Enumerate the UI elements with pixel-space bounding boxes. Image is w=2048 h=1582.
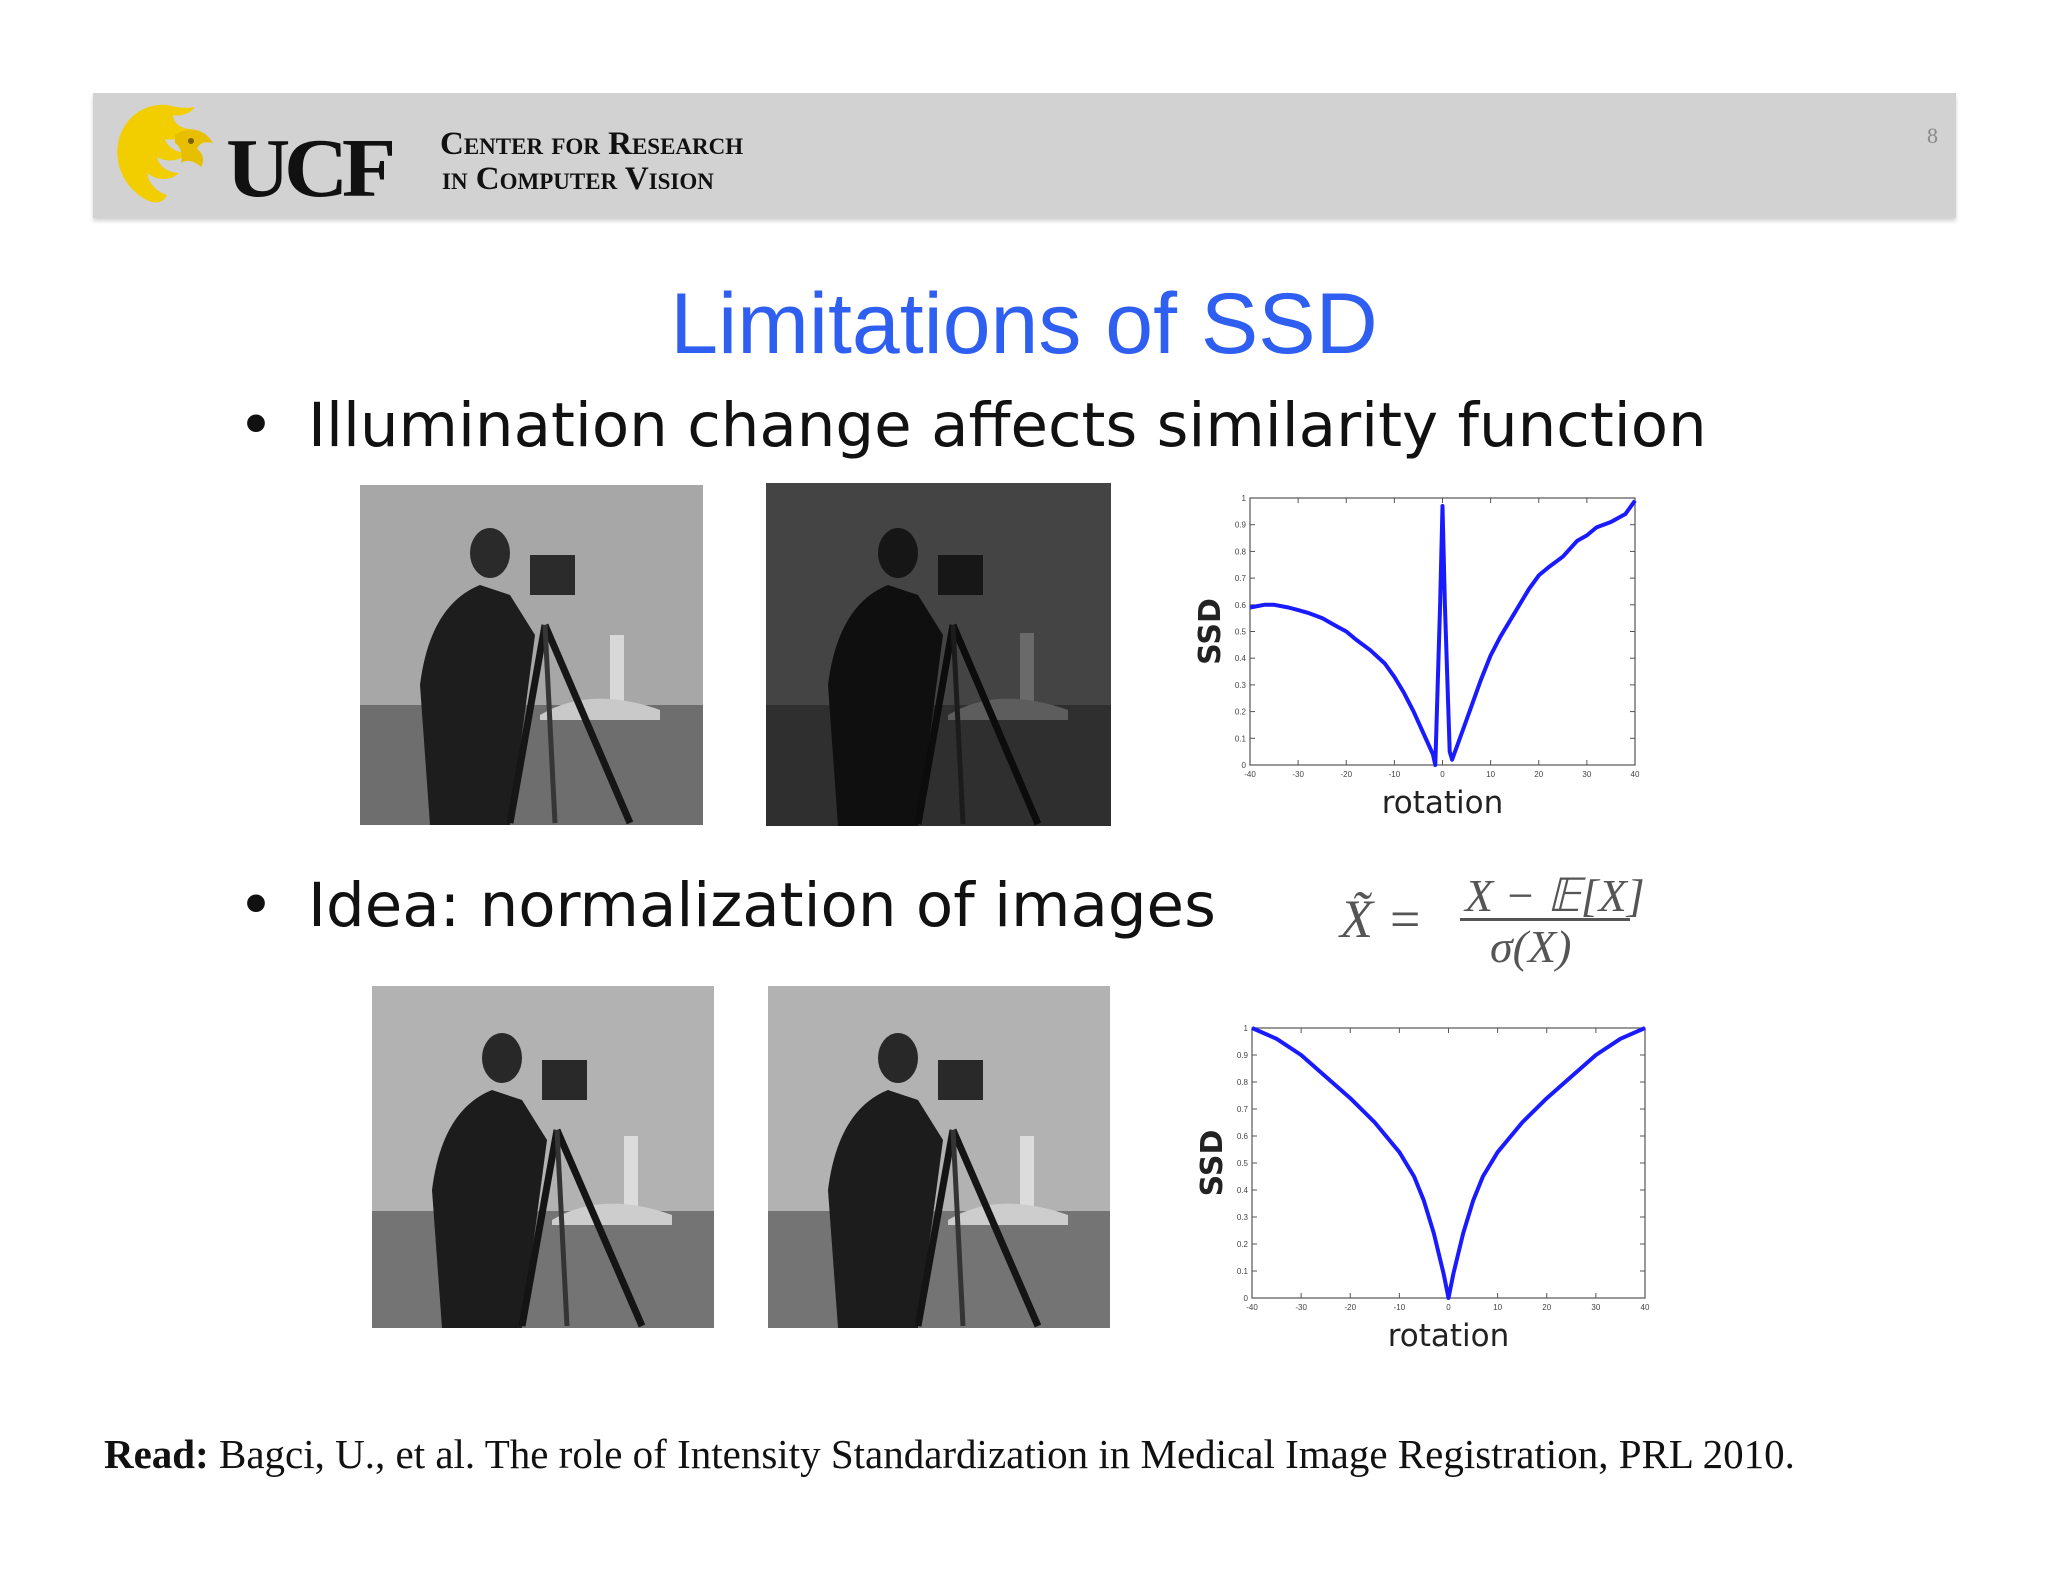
x-tick-label: -10 bbox=[1394, 1303, 1406, 1312]
y-tick-label: 0.7 bbox=[1235, 574, 1247, 583]
y-tick-label: 0.3 bbox=[1235, 681, 1247, 690]
x-tick-label: 20 bbox=[1534, 770, 1543, 779]
x-tick-label: -30 bbox=[1292, 770, 1304, 779]
cameraman-original-image bbox=[360, 485, 703, 825]
formula-fraction-bar bbox=[1460, 918, 1630, 921]
pegasus-logo-icon bbox=[117, 104, 213, 203]
y-tick-label: 1 bbox=[1244, 1024, 1249, 1033]
normalization-formula: X̃ = X − 𝔼[X] σ(X) bbox=[1340, 868, 1645, 972]
y-tick-label: 0.6 bbox=[1237, 1132, 1249, 1141]
x-tick-label: 0 bbox=[1440, 770, 1445, 779]
plot-frame bbox=[1251, 1027, 1646, 1299]
x-tick-label: 20 bbox=[1542, 1303, 1551, 1312]
ssd-plot-2-svg: 0 0.1 0.2 0.3 0.4 0.5 0.6 0.7 0.8 0.9 1 -40 -30 -20 -1… bbox=[1195, 1024, 1650, 1354]
y-tick-label: 0 bbox=[1242, 761, 1247, 770]
formula-lhs: X̃ = bbox=[1340, 889, 1423, 949]
crcv-subtitle-line-1: Center for Research bbox=[440, 126, 744, 162]
crcv-subtitle: Center for Research in Computer Vision bbox=[440, 127, 743, 197]
formula-numerator: X − 𝔼[X] bbox=[1465, 870, 1645, 921]
page-number: 8 bbox=[1927, 123, 1938, 148]
x-tick-label: 0 bbox=[1446, 1303, 1451, 1312]
y-tick-label: 0 bbox=[1244, 1294, 1249, 1303]
cameraman-normalized-image-2 bbox=[768, 986, 1110, 1328]
y-tick-label: 0.2 bbox=[1235, 708, 1247, 717]
y-tick-label: 0.3 bbox=[1237, 1213, 1249, 1222]
ssd-series-line bbox=[1249, 499, 1637, 767]
reference-text: Bagci, U., et al. The role of Intensity … bbox=[208, 1431, 1795, 1477]
y-tick-label: 1 bbox=[1242, 494, 1247, 503]
ucf-wordmark: UCF bbox=[226, 122, 396, 215]
cameraman-dark-image bbox=[766, 483, 1111, 826]
y-tick-label: 0.5 bbox=[1237, 1159, 1249, 1168]
bullet-1-text: Illumination change affects similarity f… bbox=[308, 390, 1707, 461]
y-tick-label: 0.8 bbox=[1237, 1078, 1249, 1087]
x-tick-label: -10 bbox=[1389, 770, 1401, 779]
y-tick-label: 0.5 bbox=[1235, 628, 1247, 637]
bullet-1: • Illumination change affects similarity … bbox=[238, 390, 1707, 461]
y-tick-label: 0.9 bbox=[1237, 1051, 1249, 1060]
y-tick-label: 0.9 bbox=[1235, 521, 1247, 530]
x-tick-label: 10 bbox=[1493, 1303, 1502, 1312]
y-tick-label: 0.6 bbox=[1235, 601, 1247, 610]
reference-label: Read: bbox=[104, 1431, 209, 1477]
y-axis-label: SSD bbox=[1195, 1130, 1230, 1197]
x-tick-label: -20 bbox=[1340, 770, 1352, 779]
crcv-subtitle-line-2: in Computer Vision bbox=[442, 161, 714, 197]
x-tick-label: -30 bbox=[1295, 1303, 1307, 1312]
x-tick-label: 40 bbox=[1641, 1303, 1650, 1312]
y-tick-label: 0.4 bbox=[1237, 1186, 1249, 1195]
reference-citation: Read: Bagci, U., et al. The role of Inte… bbox=[104, 1430, 1964, 1478]
x-tick-label: -40 bbox=[1244, 770, 1256, 779]
bullet-2: • Idea: normalization of images bbox=[238, 870, 1216, 941]
slide-title: Limitations of SSD bbox=[670, 276, 1378, 372]
bullet-dot-icon: • bbox=[238, 390, 274, 461]
ssd-plot-1-svg: 0 0.1 0.2 0.3 0.4 0.5 0.6 0.7 0.8 0.9 1 -40 -30 -20 -1… bbox=[1193, 494, 1640, 821]
x-axis-label: rotation bbox=[1388, 1318, 1510, 1354]
x-tick-label: -40 bbox=[1246, 1303, 1258, 1312]
y-tick-label: 0.1 bbox=[1235, 734, 1247, 743]
y-tick-label: 0.2 bbox=[1237, 1240, 1249, 1249]
bullet-dot-icon: • bbox=[238, 870, 274, 941]
formula-denominator: σ(X) bbox=[1490, 921, 1572, 972]
ssd-plot-2: 0 0.1 0.2 0.3 0.4 0.5 0.6 0.7 0.8 0.9 1 -40 -30 -20 -1… bbox=[1170, 1018, 1660, 1373]
header-bar: UCF Center for Research in Computer Visi… bbox=[93, 93, 1956, 218]
bullet-2-text: Idea: normalization of images bbox=[308, 870, 1216, 941]
cameraman-normalized-image-1 bbox=[372, 986, 714, 1328]
x-tick-label: -20 bbox=[1344, 1303, 1356, 1312]
y-tick-label: 0.7 bbox=[1237, 1105, 1249, 1114]
x-tick-label: 30 bbox=[1591, 1303, 1600, 1312]
x-tick-label: 30 bbox=[1582, 770, 1591, 779]
x-tick-label: 40 bbox=[1631, 770, 1640, 779]
y-tick-label: 0.4 bbox=[1235, 654, 1247, 663]
ssd-plot-1: 0 0.1 0.2 0.3 0.4 0.5 0.6 0.7 0.8 0.9 1 -40 -30 -20 -1… bbox=[1170, 490, 1660, 835]
ssd-series-line bbox=[1251, 1026, 1646, 1300]
y-axis-label: SSD bbox=[1193, 598, 1228, 665]
x-tick-label: 10 bbox=[1486, 770, 1495, 779]
y-tick-label: 0.1 bbox=[1237, 1267, 1249, 1276]
y-tick-label: 0.8 bbox=[1235, 547, 1247, 556]
x-axis-label: rotation bbox=[1382, 785, 1504, 821]
